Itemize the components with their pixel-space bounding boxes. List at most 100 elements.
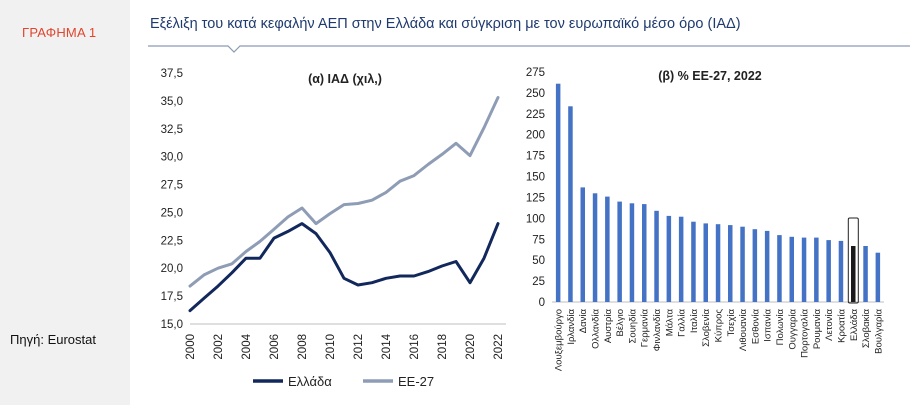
bar <box>764 230 770 302</box>
category-label: Ελλάδα <box>849 308 860 340</box>
x-tick-label: 2002 <box>213 334 225 360</box>
y-tick-label: 200 <box>526 130 545 142</box>
bar <box>580 187 585 302</box>
y-tick-label: 35,0 <box>161 96 183 108</box>
y-tick-label: 27,5 <box>161 180 183 192</box>
category-label: Ιταλία <box>689 308 700 333</box>
y-tick-label: 20,0 <box>161 263 183 275</box>
y-tick-label: 150 <box>526 172 545 184</box>
category-label: Λουξεμβούργο <box>554 309 565 371</box>
y-tick-label: 225 <box>526 109 545 121</box>
category-label: Κύπρος <box>714 309 725 343</box>
x-tick-label: 2004 <box>241 333 253 359</box>
bar <box>678 216 684 302</box>
line-chart-gdp-per-capita: (α) ΙΑΔ (χιλ,) 15,0 17,5 20,0 22,5 25,0 27,5 30… <box>161 68 506 389</box>
x-tick-label: 2008 <box>297 334 309 360</box>
y-tick-label: 17,5 <box>161 291 183 303</box>
category-label: Ιρλανδία <box>566 308 577 344</box>
bar-chart-percent-eu27: (β) % ΕΕ-27, 2022 0 25 50 75 100 125 150 175 200 2… <box>526 67 885 371</box>
y-tick-label: 275 <box>526 67 545 79</box>
category-label: Σλοβενία <box>701 309 712 347</box>
y-tick-label: 22,5 <box>161 235 183 247</box>
y-tick-label: 25,0 <box>161 207 183 219</box>
category-label: Κροατία <box>837 308 848 342</box>
bar <box>715 224 721 302</box>
bar <box>777 235 782 302</box>
category-label: Πορτογαλία <box>800 309 811 358</box>
y-tick-label: 50 <box>532 255 545 267</box>
y-tick-label: 125 <box>526 192 545 204</box>
category-label: Λετονία <box>824 309 835 341</box>
bar <box>826 240 831 302</box>
bar <box>703 223 708 302</box>
category-label: Γερμανία <box>640 309 651 348</box>
y-tick-label: 250 <box>526 88 545 100</box>
x-tick-label: 2012 <box>353 334 365 360</box>
x-tick-label: 2022 <box>493 334 505 360</box>
x-tick-label: 2018 <box>437 334 449 360</box>
bar <box>838 240 844 302</box>
bar-greece-highlight <box>851 246 856 302</box>
category-label: Δανία <box>578 309 589 334</box>
x-tick-label: 2010 <box>325 334 337 360</box>
category-label: Πολωνία <box>775 308 786 345</box>
bar <box>789 236 794 302</box>
bar <box>555 83 561 302</box>
title-rule <box>148 45 910 53</box>
y-tick-label: 32,5 <box>161 124 183 136</box>
category-label: Μάλτα <box>664 309 675 337</box>
category-label: Ουγγαρία <box>787 309 798 350</box>
category-label: Σουηδία <box>627 308 638 343</box>
category-label: Εσθονία <box>750 308 761 344</box>
category-label: Ρουμανία <box>812 308 823 349</box>
bar <box>629 203 635 302</box>
bar <box>728 225 733 302</box>
category-label: Βέλγιο <box>615 309 626 336</box>
category-label: Ολλανδία <box>591 309 602 349</box>
chart-b-title: (β) % ΕΕ-27, 2022 <box>658 69 762 83</box>
category-label: Βουλγαρία <box>873 309 884 354</box>
y-tick-label: 0 <box>539 297 545 309</box>
bar <box>654 210 659 302</box>
bar <box>691 221 696 302</box>
y-tick-label: 175 <box>526 151 545 163</box>
y-tick-label: 25 <box>532 276 545 288</box>
x-tick-label: 2016 <box>409 334 421 360</box>
highlight-box <box>847 217 859 304</box>
series-line-eu27 <box>188 96 500 288</box>
y-tick-label: 30,0 <box>161 152 183 164</box>
bar <box>617 201 622 302</box>
x-tick-label: 2020 <box>465 334 477 360</box>
category-label: Ισπανία <box>763 309 774 342</box>
legend-label-greece: Ελλάδα <box>288 374 332 389</box>
y-tick-label: 75 <box>532 234 545 246</box>
legend-label-eu27: ΕΕ-27 <box>398 374 434 389</box>
x-tick-label: 2000 <box>185 334 197 360</box>
source-note: Πηγή: Eurostat <box>10 332 96 347</box>
x-tick-label: 2006 <box>269 334 281 360</box>
bar <box>666 215 672 302</box>
bar <box>752 229 758 302</box>
category-label: Γαλλία <box>677 308 688 336</box>
bar <box>740 226 745 302</box>
x-tick-label: 2014 <box>381 333 393 359</box>
bar <box>875 252 881 302</box>
y-tick-label: 15,0 <box>161 319 183 331</box>
series-line-greece <box>188 222 500 313</box>
chart-a-title: (α) ΙΑΔ (χιλ,) <box>308 72 382 86</box>
bar <box>801 237 807 302</box>
bar <box>592 193 598 302</box>
category-label: Λιθουανία <box>738 309 749 352</box>
y-tick-label: 37,5 <box>161 68 183 80</box>
bar <box>605 196 610 302</box>
category-label: Τσεχία <box>726 308 737 336</box>
bar <box>814 237 819 302</box>
bar <box>863 246 868 302</box>
bar <box>642 204 647 302</box>
figure-title: Εξέλιξη του κατά κεφαλήν ΑΕΠ στην Ελλάδα… <box>150 16 741 32</box>
category-label: Σλοβακία <box>861 308 872 348</box>
y-tick-label: 100 <box>526 213 545 225</box>
figure-label: ΓΡΑΦΗΜΑ 1 <box>22 25 97 40</box>
left-panel <box>0 0 130 405</box>
bar <box>568 106 573 302</box>
